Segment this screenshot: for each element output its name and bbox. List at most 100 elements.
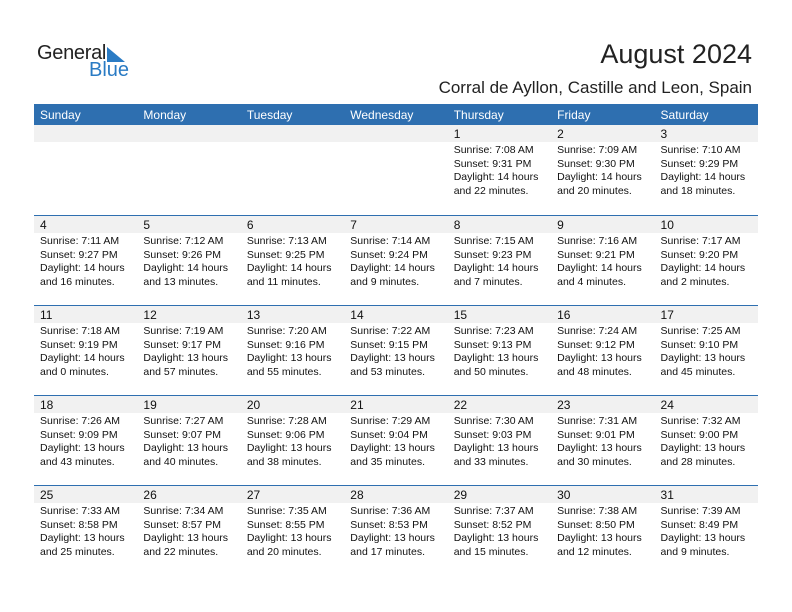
day-info-row: Sunrise: 7:18 AM Sunset: 9:19 PM Dayligh… [34,323,758,379]
day-info-row: Sunrise: 7:11 AM Sunset: 9:27 PM Dayligh… [34,233,758,289]
day-sun-info: Sunrise: 7:20 AM Sunset: 9:16 PM Dayligh… [246,325,332,378]
week-row: 11 12 13 14 15 16 17 Sunrise: 7:18 AM Sunset: 9… [34,305,758,395]
day-number: 5 [143,218,151,232]
day-sun-info: Sunrise: 7:19 AM Sunset: 9:17 PM Dayligh… [143,325,229,378]
day-sun-info: Sunrise: 7:16 AM Sunset: 9:21 PM Dayligh… [557,235,642,288]
day-sun-info: Sunrise: 7:30 AM Sunset: 9:03 PM Dayligh… [453,415,539,468]
day-number: 29 [453,488,468,502]
weekday-friday: Friday [557,108,591,122]
logo: General Blue [37,42,129,81]
day-number-row: 4 5 6 7 8 9 10 [34,216,758,233]
week-row: 1 2 3 Sunrise: 7:08 AM Sunset: 9:31 PM Dayl… [34,125,758,215]
day-sun-info: Sunrise: 7:13 AM Sunset: 9:25 PM Dayligh… [246,235,332,288]
day-number: 25 [40,488,54,502]
day-number: 8 [453,218,461,232]
week-row: 4 5 6 7 8 9 10 Sunrise: 7:11 AM Sunset: 9:27 PM… [34,215,758,305]
weekday-monday: Monday [143,108,187,122]
day-sun-info: Sunrise: 7:28 AM Sunset: 9:06 PM Dayligh… [246,415,332,468]
day-number: 22 [453,398,468,412]
day-number: 18 [40,398,54,412]
page-title: August 2024 [600,39,752,69]
week-row: 18 19 20 21 22 23 24 Sunrise: 7:26 AM Sunset: 9… [34,395,758,485]
day-sun-info: Sunrise: 7:34 AM Sunset: 8:57 PM Dayligh… [143,505,229,558]
day-sun-info: Sunrise: 7:39 AM Sunset: 8:49 PM Dayligh… [660,505,746,558]
day-sun-info: Sunrise: 7:36 AM Sunset: 8:53 PM Dayligh… [350,505,435,558]
logo-triangle-icon [107,47,125,62]
day-number [137,125,240,142]
day-number: 6 [246,218,254,232]
day-sun-info: Sunrise: 7:31 AM Sunset: 9:01 PM Dayligh… [557,415,642,468]
day-number: 28 [350,488,364,502]
day-info-row: Sunrise: 7:33 AM Sunset: 8:58 PM Dayligh… [34,503,758,559]
day-number: 26 [143,488,157,502]
day-sun-info: Sunrise: 7:33 AM Sunset: 8:58 PM Dayligh… [40,505,125,558]
day-sun-info: Sunrise: 7:09 AM Sunset: 9:30 PM Dayligh… [557,144,642,197]
week-row: 25 26 27 28 29 30 31 Sunrise: 7:33 AM Sunset: 8… [34,485,758,575]
day-sun-info: Sunrise: 7:12 AM Sunset: 9:26 PM Dayligh… [143,235,229,288]
day-sun-info: Sunrise: 7:18 AM Sunset: 9:19 PM Dayligh… [40,325,125,378]
day-number [344,125,447,142]
location-subtitle: Corral de Ayllon, Castille and Leon, Spa… [438,78,752,97]
day-number-row: 1 2 3 [34,125,758,142]
day-sun-info: Sunrise: 7:35 AM Sunset: 8:55 PM Dayligh… [246,505,332,558]
day-number: 9 [557,218,564,232]
day-number: 16 [557,308,571,322]
day-number: 12 [143,308,157,322]
weekday-thursday: Thursday [453,108,504,122]
day-sun-info: Sunrise: 7:11 AM Sunset: 9:27 PM Dayligh… [40,235,125,288]
day-number: 13 [246,308,261,322]
weekday-tuesday: Tuesday [246,108,293,122]
weekday-wednesday: Wednesday [350,108,414,122]
day-sun-info: Sunrise: 7:25 AM Sunset: 9:10 PM Dayligh… [660,325,746,378]
weekday-saturday: Saturday [660,108,709,122]
day-number: 27 [246,488,261,502]
day-sun-info: Sunrise: 7:22 AM Sunset: 9:15 PM Dayligh… [350,325,435,378]
day-number: 2 [557,127,564,141]
day-info-row: Sunrise: 7:08 AM Sunset: 9:31 PM Dayligh… [34,142,758,198]
day-number: 10 [660,218,674,232]
day-number: 21 [350,398,364,412]
day-info-row: Sunrise: 7:26 AM Sunset: 9:09 PM Dayligh… [34,413,758,469]
day-sun-info: Sunrise: 7:29 AM Sunset: 9:04 PM Dayligh… [350,415,435,468]
day-number-row: 18 19 20 21 22 23 24 [34,396,758,413]
day-sun-info: Sunrise: 7:23 AM Sunset: 9:13 PM Dayligh… [453,325,539,378]
day-number: 24 [660,398,674,412]
day-number: 19 [143,398,157,412]
logo-text-general: General [37,42,107,64]
day-number: 20 [246,398,261,412]
day-sun-info [241,142,344,198]
day-number: 23 [557,398,571,412]
day-sun-info: Sunrise: 7:15 AM Sunset: 9:23 PM Dayligh… [453,235,539,288]
weekday-header: Sunday Monday Tuesday Wednesday Thursday Frid… [34,104,758,125]
weekday-sunday: Sunday [40,108,81,122]
day-number [241,125,344,142]
day-sun-info: Sunrise: 7:14 AM Sunset: 9:24 PM Dayligh… [350,235,435,288]
day-number: 31 [660,488,674,502]
day-number: 17 [660,308,674,322]
day-number: 11 [40,308,53,322]
day-number: 3 [660,127,668,141]
calendar: Sunday Monday Tuesday Wednesday Thursday Frid… [34,104,758,575]
day-sun-info [137,142,240,198]
day-sun-info: Sunrise: 7:37 AM Sunset: 8:52 PM Dayligh… [453,505,539,558]
day-sun-info [344,142,447,198]
day-number [34,125,137,142]
day-sun-info: Sunrise: 7:38 AM Sunset: 8:50 PM Dayligh… [557,505,642,558]
day-number: 15 [453,308,468,322]
logo-text-blue: Blue [89,59,130,81]
day-number-row: 25 26 27 28 29 30 31 [34,486,758,503]
day-sun-info: Sunrise: 7:17 AM Sunset: 9:20 PM Dayligh… [660,235,746,288]
day-number-row: 11 12 13 14 15 16 17 [34,306,758,323]
day-sun-info: Sunrise: 7:32 AM Sunset: 9:00 PM Dayligh… [660,415,746,468]
day-number: 4 [40,218,47,232]
day-number: 30 [557,488,571,502]
day-number: 1 [453,127,461,141]
day-sun-info: Sunrise: 7:10 AM Sunset: 9:29 PM Dayligh… [660,144,746,197]
day-sun-info: Sunrise: 7:08 AM Sunset: 9:31 PM Dayligh… [453,144,539,197]
day-sun-info: Sunrise: 7:26 AM Sunset: 9:09 PM Dayligh… [40,415,125,468]
day-number: 14 [350,308,364,322]
day-sun-info [34,142,137,198]
day-sun-info: Sunrise: 7:24 AM Sunset: 9:12 PM Dayligh… [557,325,642,378]
day-sun-info: Sunrise: 7:27 AM Sunset: 9:07 PM Dayligh… [143,415,229,468]
day-number: 7 [350,218,357,232]
